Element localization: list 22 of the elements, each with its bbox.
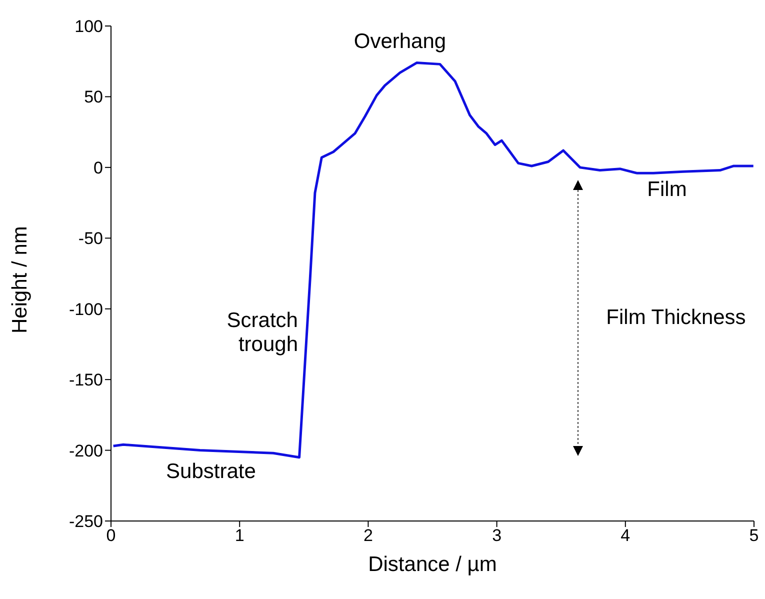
y-tick-label: 50	[84, 88, 103, 107]
annotation: Overhang	[352, 30, 448, 54]
y-axis-title: Height / nm	[8, 226, 32, 334]
y-tick-label: -150	[68, 370, 103, 390]
annotation: Film Thickness	[605, 306, 747, 330]
x-tick-label: 2	[363, 526, 373, 546]
line-series	[112, 62, 754, 459]
annotation: Scratch trough	[226, 309, 298, 357]
x-tick-label: 0	[106, 526, 116, 546]
annotation: Film	[646, 178, 688, 202]
x-tick-label: 1	[234, 526, 244, 546]
y-tick-label: -50	[78, 229, 103, 248]
x-tick-label: 3	[492, 526, 502, 546]
y-tick-label: -250	[68, 512, 103, 532]
annotation: Substrate	[165, 460, 257, 484]
y-tick-label: 0	[94, 158, 103, 178]
x-tick-label: 5	[749, 526, 759, 546]
y-tick-label: -200	[68, 441, 103, 460]
y-tick-label: 100	[74, 17, 103, 36]
x-tick-label: 4	[620, 526, 630, 546]
x-axis-title: Distance / µm	[368, 553, 497, 576]
y-tick-label: -100	[68, 300, 103, 319]
